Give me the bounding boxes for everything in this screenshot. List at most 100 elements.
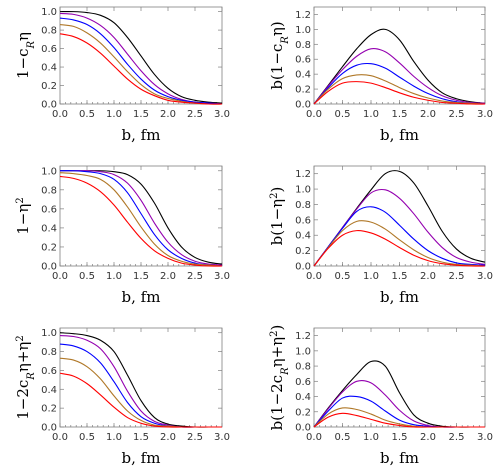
x-tick-label: 0.5 [79, 271, 95, 282]
x-tick-label: 1.0 [106, 432, 122, 443]
x-tick-label: 2.5 [187, 432, 203, 443]
series-line-black [313, 170, 486, 267]
series-line-black [59, 11, 223, 104]
x-tick-label: 3.0 [214, 109, 230, 120]
plot-frame [313, 327, 486, 428]
x-tick-label: 2.5 [449, 109, 465, 120]
y-tick-label: 0.0 [41, 262, 57, 273]
y-tick-label: 0.8 [41, 185, 57, 196]
series-line-red [313, 412, 485, 428]
series-line-brown [313, 220, 486, 267]
series-line-blue [313, 62, 486, 105]
series-line-blue [59, 343, 222, 428]
y-tick-label: 0.6 [295, 55, 311, 66]
x-tick-label: 2.0 [160, 271, 176, 282]
series-line-purple [313, 188, 486, 267]
chart-panel-p11: 0.0 0.5 1.0 1.5 2.0 2.5 3.00.00.20.40.60.81.0b… [14, 6, 230, 144]
x-tick-label: 1.0 [106, 109, 122, 120]
y-tick-label: 0.0 [41, 100, 57, 111]
x-tick-label: 1.5 [133, 432, 149, 443]
x-tick-label: 2.5 [187, 271, 203, 282]
y-tick-label: 0.8 [295, 200, 311, 211]
x-axis-label: b, fm [122, 288, 161, 306]
series-line-red [313, 229, 486, 267]
y-tick-label: 1.0 [295, 346, 311, 357]
y-tick-label: 0.4 [41, 385, 57, 396]
series-line-red [59, 372, 222, 428]
y-tick-label: 0.2 [41, 242, 57, 253]
x-axis-label: b, fm [380, 126, 419, 144]
x-tick-label: 3.0 [477, 109, 493, 120]
x-tick-label: 3.0 [214, 432, 230, 443]
y-tick-label: 0.8 [41, 347, 57, 358]
y-tick-label: 0.6 [295, 377, 311, 388]
y-tick-label: 0.6 [41, 204, 57, 215]
y-tick-label: 0.4 [295, 231, 311, 242]
y-tick-label: 0.8 [41, 26, 57, 37]
series-line-purple [59, 12, 223, 105]
y-axis-label: 1−cRη [14, 32, 37, 79]
series-line-blue [313, 206, 486, 267]
y-axis-label: b(1−2cRη+η2) [268, 325, 291, 431]
y-tick-label: 1.0 [41, 166, 57, 177]
series-line-brown [59, 24, 223, 105]
y-tick-label: 0.2 [295, 407, 311, 418]
x-tick-label: 1.0 [363, 432, 379, 443]
y-axis-label: 1−η2 [14, 197, 32, 234]
y-tick-label: 0.6 [41, 44, 57, 55]
chart-panel-p32: 0.0 0.5 1.0 1.5 2.0 2.5 3.0 0.0 0.2 0.4 0.6 0.8 1.0 1… [268, 325, 493, 467]
plot-frame [313, 6, 486, 105]
y-tick-label: 1.2 [295, 169, 311, 180]
y-tick-label: 1.0 [41, 328, 57, 339]
series-line-purple [313, 48, 486, 105]
x-tick-label: 1.5 [133, 109, 149, 120]
y-tick-label: 1.2 [295, 331, 311, 342]
x-tick-label: 2.0 [160, 109, 176, 120]
x-tick-label: 1.5 [392, 432, 408, 443]
series-line-red [59, 175, 223, 267]
y-tick-label: 0.2 [41, 81, 57, 92]
series-line-red [59, 33, 223, 105]
x-tick-label: 0.0 [52, 432, 68, 443]
series-line-blue [59, 170, 223, 267]
x-tick-label: 2.0 [160, 432, 176, 443]
x-tick-label: 1.5 [392, 271, 408, 282]
x-axis-label: b, fm [380, 449, 419, 467]
y-tick-label: 0.0 [295, 262, 311, 273]
y-tick-label: 0.0 [41, 423, 57, 434]
x-tick-label: 1.0 [106, 271, 122, 282]
series-line-black [59, 332, 222, 428]
x-tick-label: 2.0 [420, 271, 436, 282]
x-tick-label: 1.0 [363, 109, 379, 120]
x-tick-label: 0.5 [335, 271, 351, 282]
x-axis-label: b, fm [122, 449, 161, 467]
series-line-brown [313, 74, 486, 105]
plot-frame [59, 327, 223, 428]
chart-panel-p31: 0.0 0.5 1.0 1.5 2.0 2.5 3.00.00.20.40.60.81.0b… [14, 327, 230, 467]
x-tick-label: 3.0 [214, 271, 230, 282]
series-line-black [313, 360, 485, 428]
y-tick-label: 0.6 [295, 215, 311, 226]
x-tick-label: 0.5 [79, 109, 95, 120]
y-tick-label: 0.0 [295, 423, 311, 434]
series-line-black [60, 170, 223, 265]
x-tick-label: 1.0 [363, 271, 379, 282]
x-tick-label: 0.0 [52, 271, 68, 282]
y-tick-label: 0.4 [41, 223, 57, 234]
chart-panel-p12: 0.0 0.5 1.0 1.5 2.0 2.5 3.0 0.0 0.2 0.4 0.6 0.8 1.0 1… [268, 6, 493, 144]
series-line-brown [59, 172, 223, 267]
x-tick-label: 2.5 [449, 432, 465, 443]
x-tick-label: 2.0 [420, 432, 436, 443]
y-tick-label: 0.0 [295, 100, 311, 111]
x-tick-label: 3.0 [477, 432, 493, 443]
y-axis-label: 1−2cRη+η2 [14, 335, 37, 420]
y-axis-label: b(1−cRη) [268, 21, 291, 89]
series-line-red [313, 81, 486, 105]
x-tick-label: 1.5 [133, 271, 149, 282]
y-tick-label: 0.4 [295, 392, 311, 403]
chart-panel-p22: 0.0 0.5 1.0 1.5 2.0 2.5 3.0 0.0 0.2 0.4 0.6 0.8 1.0 1… [268, 165, 493, 306]
series-line-black [313, 28, 486, 105]
y-tick-label: 0.2 [295, 85, 311, 96]
y-tick-label: 0.8 [295, 362, 311, 373]
